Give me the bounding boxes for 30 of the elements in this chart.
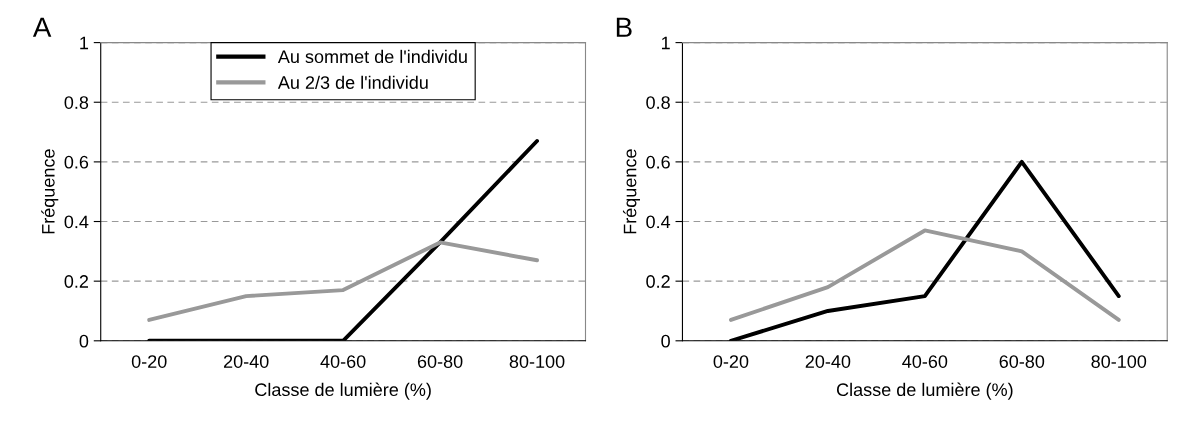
x-tick-label: 80-100 <box>1091 355 1147 368</box>
x-tick-label: 20-40 <box>223 355 269 368</box>
x-tick-label: 60-80 <box>417 355 463 368</box>
y-tick-label: 0.4 <box>646 215 671 229</box>
legend-label: Au 2/3 de l'individu <box>277 75 428 89</box>
x-tick-label: 40-60 <box>320 355 366 368</box>
x-tick-label: 80-100 <box>509 355 565 368</box>
x-axis-title: Classe de lumière (%) <box>836 382 1013 400</box>
x-tick-label: 40-60 <box>902 355 948 368</box>
y-tick-label: 0.4 <box>64 215 89 229</box>
y-tick-label: 0 <box>79 334 89 348</box>
y-tick-label: 0.2 <box>646 275 670 288</box>
y-axis-title: Fréquence <box>622 149 640 234</box>
y-tick-label: 1 <box>661 36 670 50</box>
x-tick-label: 20-40 <box>805 355 851 368</box>
y-tick-label: 0 <box>661 334 670 348</box>
y-tick-label: 0.2 <box>64 275 89 288</box>
y-tick-label: 0.8 <box>646 96 670 109</box>
y-tick-label: 1 <box>80 36 89 50</box>
y-tick-label: 0.6 <box>646 155 670 169</box>
x-axis-title: Classe de lumière (%) <box>255 382 431 400</box>
legend-label: Au sommet de l'individu <box>277 49 467 64</box>
y-tick-label: 0.8 <box>64 96 89 109</box>
y-tick-label: 0.6 <box>64 155 89 169</box>
x-tick-label: 60-80 <box>999 355 1045 368</box>
x-tick-label: 0-20 <box>131 355 167 368</box>
y-axis-title: Fréquence <box>41 149 59 234</box>
chart-title: B <box>616 17 632 37</box>
x-tick-label: 0-20 <box>713 355 749 368</box>
chart-title: A <box>32 17 52 37</box>
